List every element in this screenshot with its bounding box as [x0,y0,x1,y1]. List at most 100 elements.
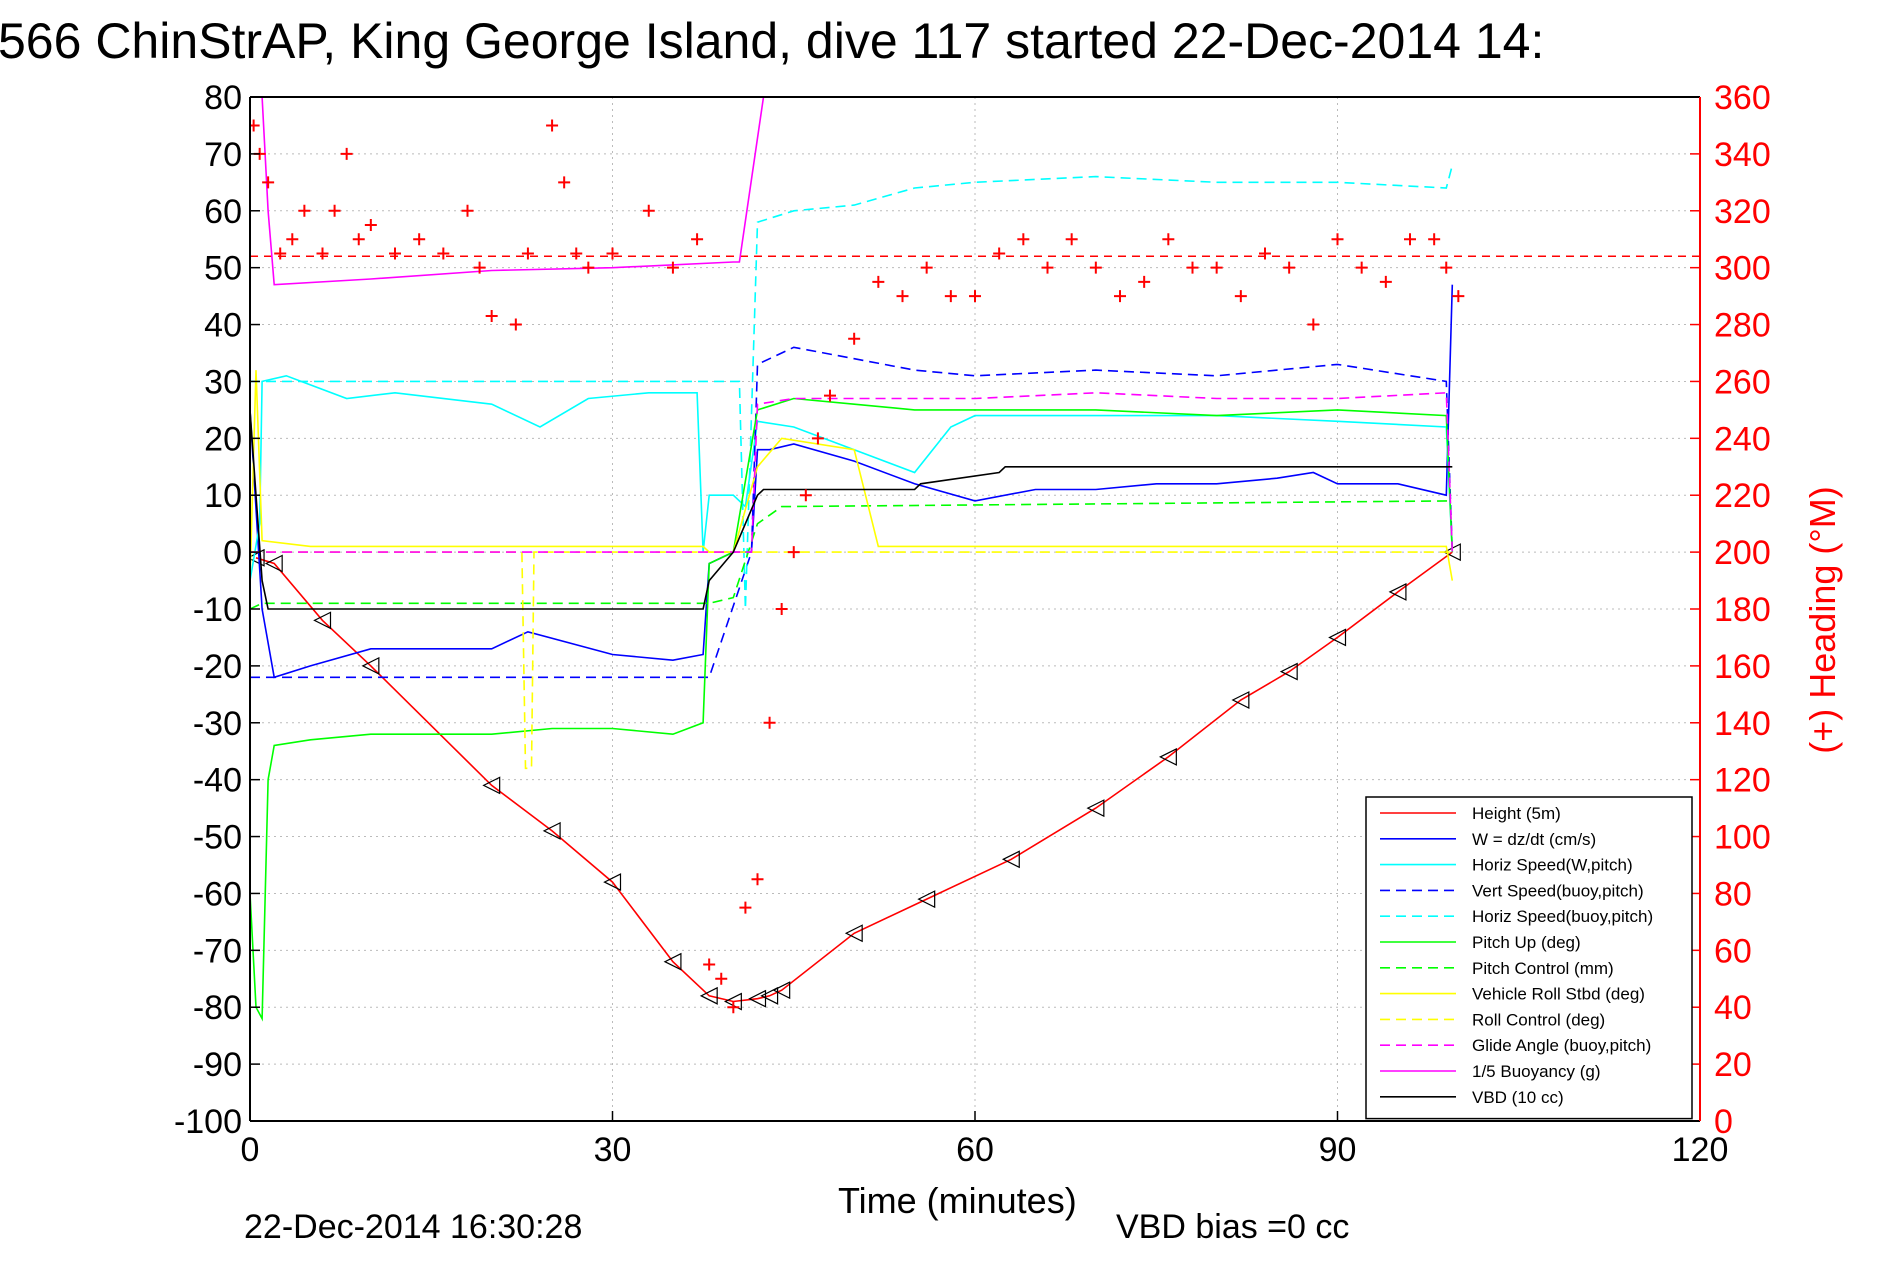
series-heading-point [1234,290,1247,303]
footer-vbd-bias: VBD bias =0 cc [1116,1208,1349,1246]
plot-area [250,97,1700,1022]
y-tick-label: -50 [193,819,242,857]
series-heading-point [1114,290,1126,303]
series-heading-point [944,290,957,303]
series-heading-point [811,432,824,445]
series-height-5m-point [361,656,380,675]
x-tick-label: 120 [1672,1131,1729,1169]
series-heading-point [691,233,704,246]
series-height-5m-point [1001,850,1020,869]
series-height-5m-point [250,548,265,567]
series-pitch-control-mm-line [250,500,1453,610]
series-heading-point [642,204,655,217]
series-heading-point [1355,261,1368,274]
x-axis-label: Time (minutes) [838,1180,1077,1221]
series-heading-point [1186,261,1199,274]
series-heading-point [1307,318,1320,331]
y2-tick-label: 20 [1714,1046,1752,1084]
y2-tick-label: 160 [1714,648,1771,686]
series-height-5m-point [313,611,332,630]
series-heading-point [298,204,311,217]
series-heading-point [485,310,498,323]
y2-tick-label: 140 [1714,705,1771,743]
y2-tick-label: 0 [1714,1103,1733,1141]
series-heading-point [509,318,522,331]
y-tick-label: -90 [193,1046,242,1084]
series-heading-point [993,247,1006,260]
series-heading-point [1440,261,1453,274]
series-heading-point [920,261,933,274]
y-tick-label: -10 [193,591,242,629]
footer-timestamp: 22-Dec-2014 16:30:28 [244,1208,582,1246]
series-height-5m-point [772,981,791,1000]
y-tick-label: -60 [193,875,242,913]
series-height-5m-point [1086,799,1105,818]
series-heading-point [1259,247,1271,260]
series-heading-point [274,247,287,260]
x-tick-label: 0 [241,1131,260,1169]
series-heading-point [521,247,534,260]
series-heading-point [1162,233,1175,246]
series-heading-point [286,233,299,246]
legend-entry: Vert Speed(buoy,pitch) [1472,881,1644,900]
series-heading-point [824,389,836,402]
series-heading-point [606,247,619,260]
y-tick-label: -20 [193,648,242,686]
series-height-5m-point [1279,662,1298,681]
y-tick-label: 50 [204,250,242,288]
series-heading-point [703,958,716,971]
series-heading-point [1210,261,1223,274]
y2-tick-label: 180 [1714,591,1771,629]
series-heading-point [582,261,595,274]
x-tick-label: 90 [1319,1131,1357,1169]
legend-entry: Vehicle Roll Stbd (deg) [1472,985,1645,1004]
y-tick-label: -40 [193,762,242,800]
y-tick-label: -80 [193,989,242,1027]
y2-tick-label: 320 [1714,193,1771,231]
y2-tick-label: 220 [1714,477,1771,515]
series-heading-point [250,119,260,132]
chart-title: 566 ChinStrAP, King George Island, dive … [0,13,1544,69]
series-heading-point [872,275,885,288]
series-heading-point [715,972,728,985]
series-heading-point [1089,261,1102,274]
y-tick-label: -100 [174,1103,242,1141]
series-height-5m-point [542,821,561,840]
x-tick-label: 30 [594,1131,632,1169]
series-heading-point [1017,233,1030,246]
y-tick-label: 60 [204,193,242,231]
y2-tick-label: 120 [1714,762,1771,800]
y-tick-label: 0 [223,534,242,572]
series-height-5m-point [917,890,936,909]
legend-entry: 1/5 Buoyancy (g) [1472,1062,1601,1081]
y2-tick-label: 300 [1714,250,1771,288]
y2-tick-label: 260 [1714,363,1771,401]
y-tick-label: 20 [204,420,242,458]
series-heading-point [340,147,353,160]
legend-entry: Height (5m) [1472,804,1561,823]
series-heading-point [787,546,800,559]
legend-entry: Glide Angle (buoy,pitch) [1472,1036,1651,1055]
series-heading-point [570,247,583,260]
series-height-5m-point [1328,628,1347,647]
series-height-5m-point [603,873,622,892]
y2-tick-label: 240 [1714,420,1771,458]
series-height-5m-point [760,986,779,1005]
series-height-5m-point [1231,691,1250,709]
series-glide-angle-buoy-pitch-line [250,391,1454,553]
series-height-5m-line [255,551,1453,1003]
series-roll-control-deg-line [250,551,1453,770]
legend-entry: Horiz Speed(W,pitch) [1472,856,1633,875]
series-heading-point [262,176,275,189]
series-vbd-10-cc-line [250,409,1453,610]
y2-tick-label: 60 [1714,932,1752,970]
series-heading-point [969,290,981,303]
series-1-5-buoyancy-g-line [261,97,765,286]
series-heading-point [316,247,329,260]
legend-entry: Pitch Up (deg) [1472,933,1581,952]
series-heading-point [751,873,764,886]
legend-entry: Roll Control (deg) [1472,1010,1605,1029]
y-tick-label: -30 [193,705,242,743]
y2-tick-label: 40 [1714,989,1752,1027]
